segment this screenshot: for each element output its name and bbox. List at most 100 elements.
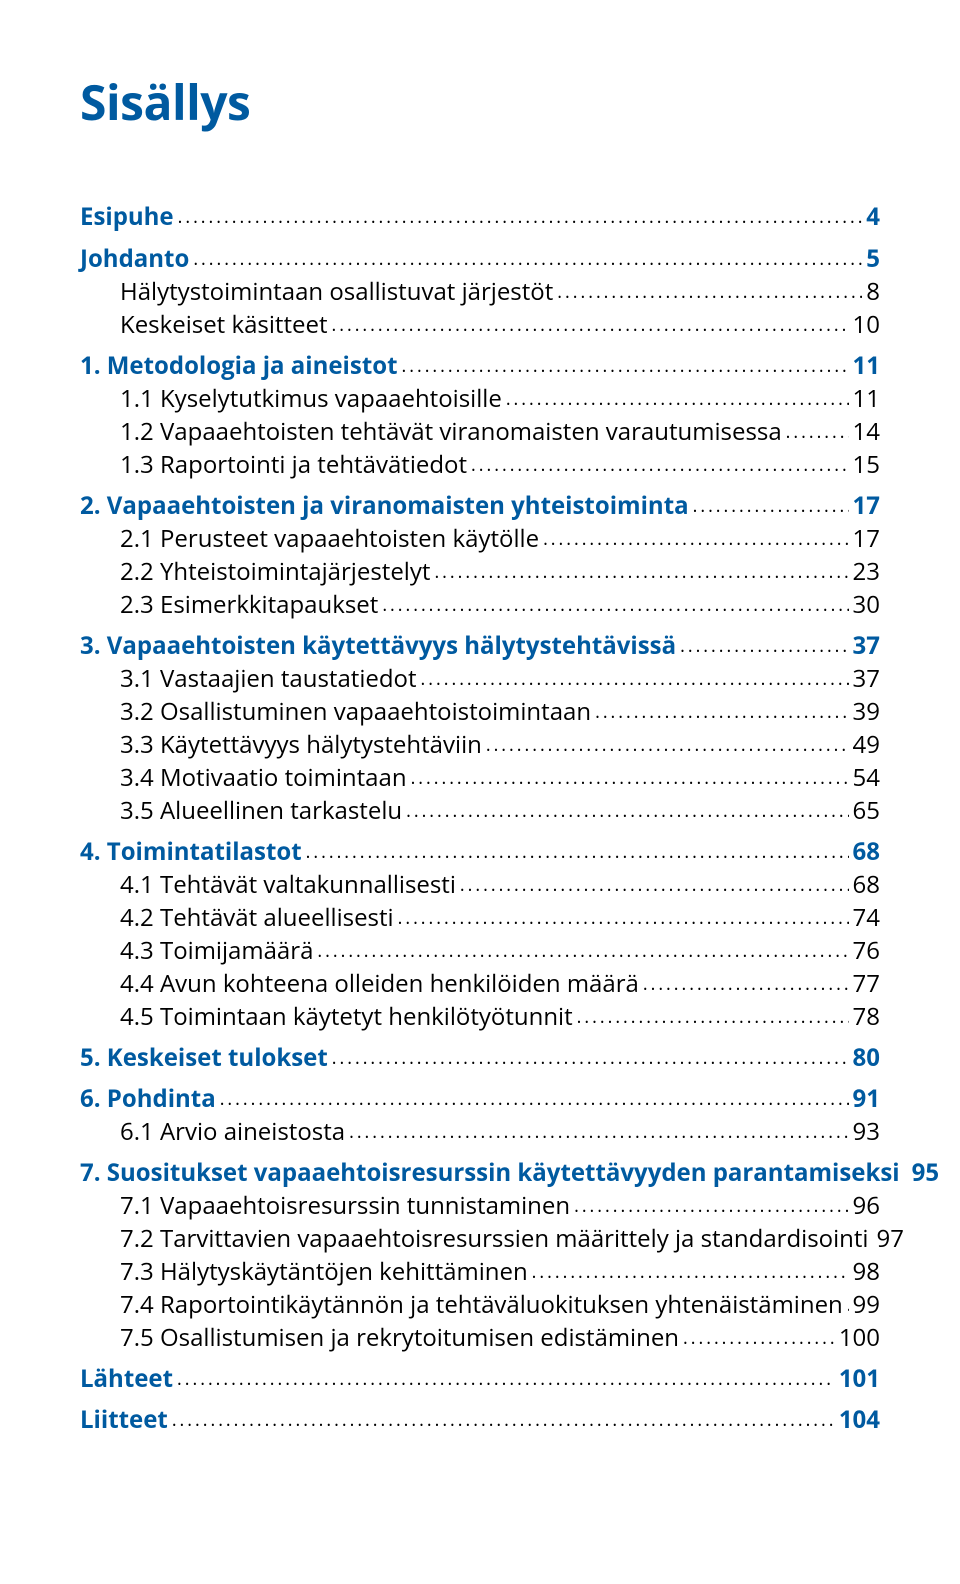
toc-entry-level1: 7. Suositukset vapaaehtoisresurssin käyt… — [80, 1161, 880, 1185]
toc-entry-level2: 4.1 Tehtävät valtakunnallisesti 68 — [120, 873, 880, 897]
toc-label: 2.1 Perusteet vapaaehtoisten käytölle — [120, 527, 539, 551]
toc-page-number: 11 — [853, 354, 880, 378]
toc-label: Johdanto — [80, 247, 189, 271]
toc-entry-level2: 7.2 Tarvittavien vapaaehtoisresurssien m… — [120, 1227, 880, 1251]
toc-entry-level1: 5. Keskeiset tulokset 80 — [80, 1046, 880, 1070]
toc-entry-level2: 1.1 Kyselytutkimus vapaaehtoisille11 — [120, 387, 880, 411]
toc-page-number: 104 — [839, 1408, 880, 1432]
toc-entry-level2: 3.1 Vastaajien taustatiedot 37 — [120, 667, 880, 691]
toc-leader — [574, 1194, 848, 1218]
toc-entry-level2: 7.1 Vapaaehtoisresurssin tunnistaminen 96 — [120, 1194, 880, 1218]
toc-label: 2.2 Yhteistoimintajärjestelyt — [120, 560, 430, 584]
toc-leader — [306, 840, 849, 864]
toc-label: Esipuhe — [80, 205, 174, 229]
toc-page-number: 97 — [876, 1227, 903, 1251]
toc-label: 2. Vapaaehtoisten ja viranomaisten yhtei… — [80, 494, 689, 518]
toc-leader — [543, 527, 848, 551]
toc-page-number: 37 — [853, 667, 880, 691]
toc-page-number: 68 — [853, 873, 880, 897]
toc-entry-level1: Esipuhe4 — [80, 205, 880, 229]
toc-page-number: 10 — [853, 313, 880, 337]
toc-page-number: 78 — [853, 1005, 880, 1029]
toc-page-number: 98 — [853, 1260, 880, 1284]
toc-label: 5. Keskeiset tulokset — [80, 1046, 328, 1070]
toc-page-number: 74 — [853, 906, 880, 930]
toc-label: 1.2 Vapaaehtoisten tehtävät viranomaiste… — [120, 420, 782, 444]
toc-entry-level2: Keskeiset käsitteet10 — [120, 313, 880, 337]
toc-label: 6. Pohdinta — [80, 1087, 216, 1111]
toc-leader — [382, 593, 848, 617]
toc-leader — [786, 420, 849, 444]
toc-entry-level2: 4.5 Toimintaan käytetyt henkilötyötunnit… — [120, 1005, 880, 1029]
toc-label: 7.2 Tarvittavien vapaaehtoisresurssien m… — [120, 1227, 868, 1251]
toc-leader — [683, 1326, 835, 1350]
toc-leader — [434, 560, 848, 584]
toc-entry-level2: 7.4 Raportointikäytännön ja tehtäväluoki… — [120, 1293, 880, 1317]
toc-page-number: 96 — [853, 1194, 880, 1218]
toc-label: 3.1 Vastaajien taustatiedot — [120, 667, 417, 691]
toc-leader — [471, 453, 849, 477]
toc-label: 1. Metodologia ja aineistot — [80, 354, 398, 378]
toc-entry-level1: Lähteet101 — [80, 1367, 880, 1391]
toc-leader — [178, 205, 863, 229]
toc-label: 3. Vapaaehtoisten käytettävyys hälytyste… — [80, 634, 676, 658]
toc-entry-level2: 3.3 Käytettävyys hälytystehtäviin49 — [120, 733, 880, 757]
toc-label: 3.3 Käytettävyys hälytystehtäviin — [120, 733, 482, 757]
toc-entry-level2: 4.4 Avun kohteena olleiden henkilöiden m… — [120, 972, 880, 996]
toc-label: 3.4 Motivaatio toimintaan — [120, 766, 407, 790]
toc-entry-level1: 3. Vapaaehtoisten käytettävyys hälytyste… — [80, 634, 880, 658]
toc-entry-level2: 1.3 Raportointi ja tehtävätiedot15 — [120, 453, 880, 477]
toc-entry-level1: 2. Vapaaehtoisten ja viranomaisten yhtei… — [80, 494, 880, 518]
toc-label: 4.1 Tehtävät valtakunnallisesti — [120, 873, 456, 897]
toc-leader — [847, 1293, 849, 1317]
toc-entry-level1: Liitteet104 — [80, 1408, 880, 1432]
toc-entry-level2: 4.2 Tehtävät alueellisesti74 — [120, 906, 880, 930]
toc-page-number: 68 — [853, 840, 880, 864]
toc-page-number: 54 — [853, 766, 880, 790]
toc-page-number: 37 — [853, 634, 880, 658]
toc-page-number: 95 — [912, 1161, 939, 1185]
toc-page-number: 14 — [853, 420, 880, 444]
toc-entry-level2: Hälytystoimintaan osallistuvat järjestöt… — [120, 280, 880, 304]
toc-leader — [693, 494, 849, 518]
toc-label: 4.4 Avun kohteena olleiden henkilöiden m… — [120, 972, 639, 996]
toc-leader — [595, 700, 848, 724]
toc-entry-level2: 3.4 Motivaatio toimintaan 54 — [120, 766, 880, 790]
toc-entry-level1: 1. Metodologia ja aineistot 11 — [80, 354, 880, 378]
toc-label: 3.2 Osallistuminen vapaaehtoistoimintaan — [120, 700, 591, 724]
toc-leader — [557, 280, 862, 304]
toc-page-number: 17 — [853, 494, 880, 518]
toc-entry-level2: 2.3 Esimerkkitapaukset30 — [120, 593, 880, 617]
toc-label: 7.1 Vapaaehtoisresurssin tunnistaminen — [120, 1194, 570, 1218]
toc-label: Lähteet — [80, 1367, 173, 1391]
toc-entry-level2: 4.3 Toimijamäärä 76 — [120, 939, 880, 963]
toc-label: 4.3 Toimijamäärä — [120, 939, 313, 963]
toc-page-number: 80 — [853, 1046, 880, 1070]
toc-label: 7.4 Raportointikäytännön ja tehtäväluoki… — [120, 1293, 843, 1317]
toc-entry-level2: 7.5 Osallistumisen ja rekrytoitumisen ed… — [120, 1326, 880, 1350]
toc-entry-level2: 3.5 Alueellinen tarkastelu65 — [120, 799, 880, 823]
toc-entry-level1: 4. Toimintatilastot68 — [80, 840, 880, 864]
toc-leader — [532, 1260, 849, 1284]
toc-leader — [398, 906, 849, 930]
toc-entry-level2: 3.2 Osallistuminen vapaaehtoistoimintaan… — [120, 700, 880, 724]
toc-leader — [460, 873, 849, 897]
toc-page-number: 99 — [853, 1293, 880, 1317]
toc-label: 6.1 Arvio aineistosta — [120, 1120, 345, 1144]
toc-label: 4.5 Toimintaan käytetyt henkilötyötunnit — [120, 1005, 573, 1029]
toc-entry-level2: 2.1 Perusteet vapaaehtoisten käytölle17 — [120, 527, 880, 551]
toc-entry-level1: Johdanto5 — [80, 247, 880, 271]
toc-label: Hälytystoimintaan osallistuvat järjestöt — [120, 280, 553, 304]
table-of-contents: Esipuhe4 Johdanto5 Hälytystoimintaan osall… — [80, 205, 880, 1432]
toc-entry-level1: 6. Pohdinta91 — [80, 1087, 880, 1111]
toc-page-number: 76 — [853, 939, 880, 963]
toc-leader — [680, 634, 848, 658]
toc-leader — [421, 667, 849, 691]
toc-leader — [406, 799, 848, 823]
toc-leader — [193, 247, 862, 271]
toc-page-number: 93 — [853, 1120, 880, 1144]
toc-page-number: 77 — [853, 972, 880, 996]
toc-entry-level2: 2.2 Yhteistoimintajärjestelyt23 — [120, 560, 880, 584]
toc-page-number: 15 — [853, 453, 880, 477]
toc-leader — [332, 313, 849, 337]
